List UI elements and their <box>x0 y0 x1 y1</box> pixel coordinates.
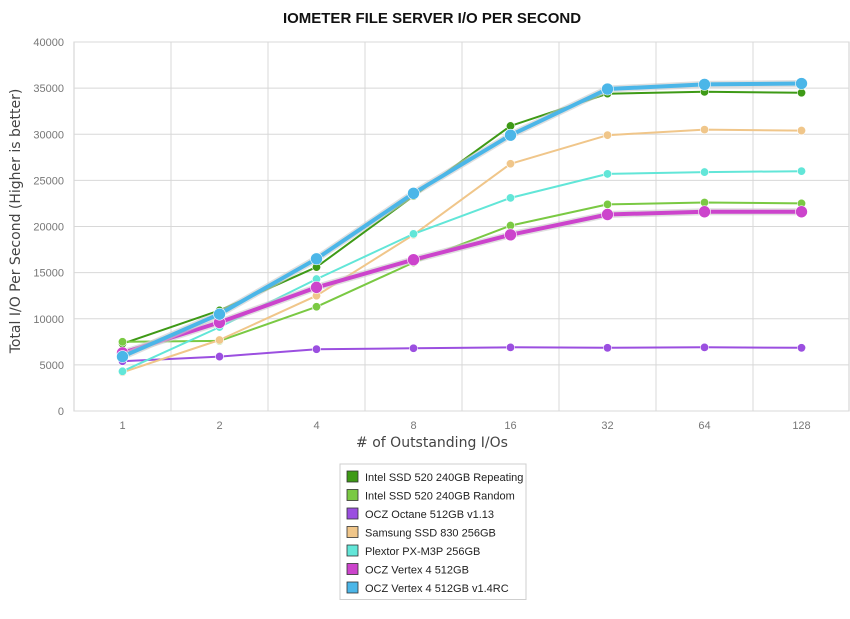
series-3 <box>118 342 806 366</box>
legend-label: OCZ Vertex 4 512GB v1.4RC <box>365 583 509 595</box>
y-tick-label: 0 <box>58 406 64 418</box>
y-tick-label: 10000 <box>33 314 64 326</box>
chart-title: IOMETER FILE SERVER I/O PER SECOND <box>283 10 581 27</box>
series-7 <box>116 77 808 363</box>
y-tick-label: 5000 <box>40 360 64 372</box>
data-point <box>602 130 612 140</box>
y-tick-label: 25000 <box>33 175 64 187</box>
legend-swatch <box>346 507 359 520</box>
legend-swatch <box>346 581 359 594</box>
plot-area <box>73 41 850 412</box>
legend: Intel SSD 520 240GB Repeating Intel SSD 5… <box>339 463 527 600</box>
legend-swatch <box>346 489 359 501</box>
data-point <box>699 167 709 177</box>
data-point <box>116 350 129 363</box>
y-tick-label: 30000 <box>33 129 64 141</box>
legend-swatch <box>346 544 359 557</box>
data-point <box>698 78 711 91</box>
data-point <box>310 281 323 294</box>
x-axis-ticks: 1 2 4 8 16 32 64 128 <box>119 420 810 432</box>
data-point <box>407 253 420 267</box>
y-tick-label: 15000 <box>33 268 64 280</box>
data-point <box>118 337 128 347</box>
legend-label: OCZ Vertex 4 512GB <box>365 565 469 577</box>
data-point <box>407 186 420 200</box>
data-point <box>699 342 709 352</box>
data-point <box>215 352 225 362</box>
y-tick-label: 40000 <box>33 37 64 49</box>
data-point <box>504 128 517 142</box>
x-tick-label: 128 <box>792 420 810 432</box>
data-point <box>796 343 806 353</box>
legend-swatch <box>346 526 359 538</box>
x-tick-label: 64 <box>698 420 710 432</box>
data-point <box>602 199 612 209</box>
data-point <box>795 77 808 90</box>
legend-label: Plextor PX-M3P 256GB <box>365 546 480 558</box>
legend-box <box>339 463 527 600</box>
legend-label: Intel SSD 520 240GB Random <box>365 491 515 503</box>
data-point <box>505 159 515 169</box>
data-point <box>796 166 806 176</box>
series-line <box>121 81 802 359</box>
x-tick-label: 8 <box>410 420 416 432</box>
y-axis-label: Total I/O Per Second (Higher is better) <box>8 89 24 355</box>
series-line <box>122 346 802 363</box>
data-point <box>601 208 614 221</box>
series-layer <box>116 77 808 377</box>
data-point <box>795 205 808 219</box>
data-point <box>213 307 226 321</box>
data-point <box>504 228 517 242</box>
series-line <box>121 209 802 355</box>
x-tick-label: 4 <box>313 420 319 432</box>
legend-swatch <box>346 470 359 483</box>
legend-swatch <box>346 563 359 575</box>
data-point <box>505 342 515 352</box>
legend-label: Intel SSD 520 240GB Repeating <box>365 472 523 484</box>
data-point <box>310 252 323 266</box>
data-point <box>311 344 321 354</box>
data-point <box>118 366 128 376</box>
x-tick-label: 16 <box>504 420 516 432</box>
y-tick-label: 35000 <box>33 83 64 95</box>
data-point <box>408 343 418 353</box>
x-axis-label: # of Outstanding I/Os <box>356 435 508 451</box>
legend-label: Samsung SSD 830 256GB <box>365 528 496 540</box>
legend-label: OCZ Octane 512GB v1.13 <box>365 509 494 521</box>
data-point <box>699 125 709 135</box>
data-point <box>796 126 806 136</box>
data-point <box>311 302 321 312</box>
data-point <box>601 82 614 96</box>
data-point <box>505 193 515 203</box>
x-tick-label: 32 <box>601 420 613 432</box>
data-point <box>215 335 225 345</box>
series-line <box>122 128 802 374</box>
y-axis-ticks: 0 5000 10000 15000 20000 25000 30000 35000 40000 <box>33 37 64 418</box>
y-tick-label: 20000 <box>33 222 64 234</box>
series-4 <box>118 125 806 377</box>
x-tick-label: 2 <box>216 420 222 432</box>
data-point <box>602 169 612 179</box>
x-tick-label: 1 <box>119 420 125 432</box>
data-point <box>602 343 612 353</box>
data-point <box>408 229 418 239</box>
data-point <box>698 205 711 219</box>
